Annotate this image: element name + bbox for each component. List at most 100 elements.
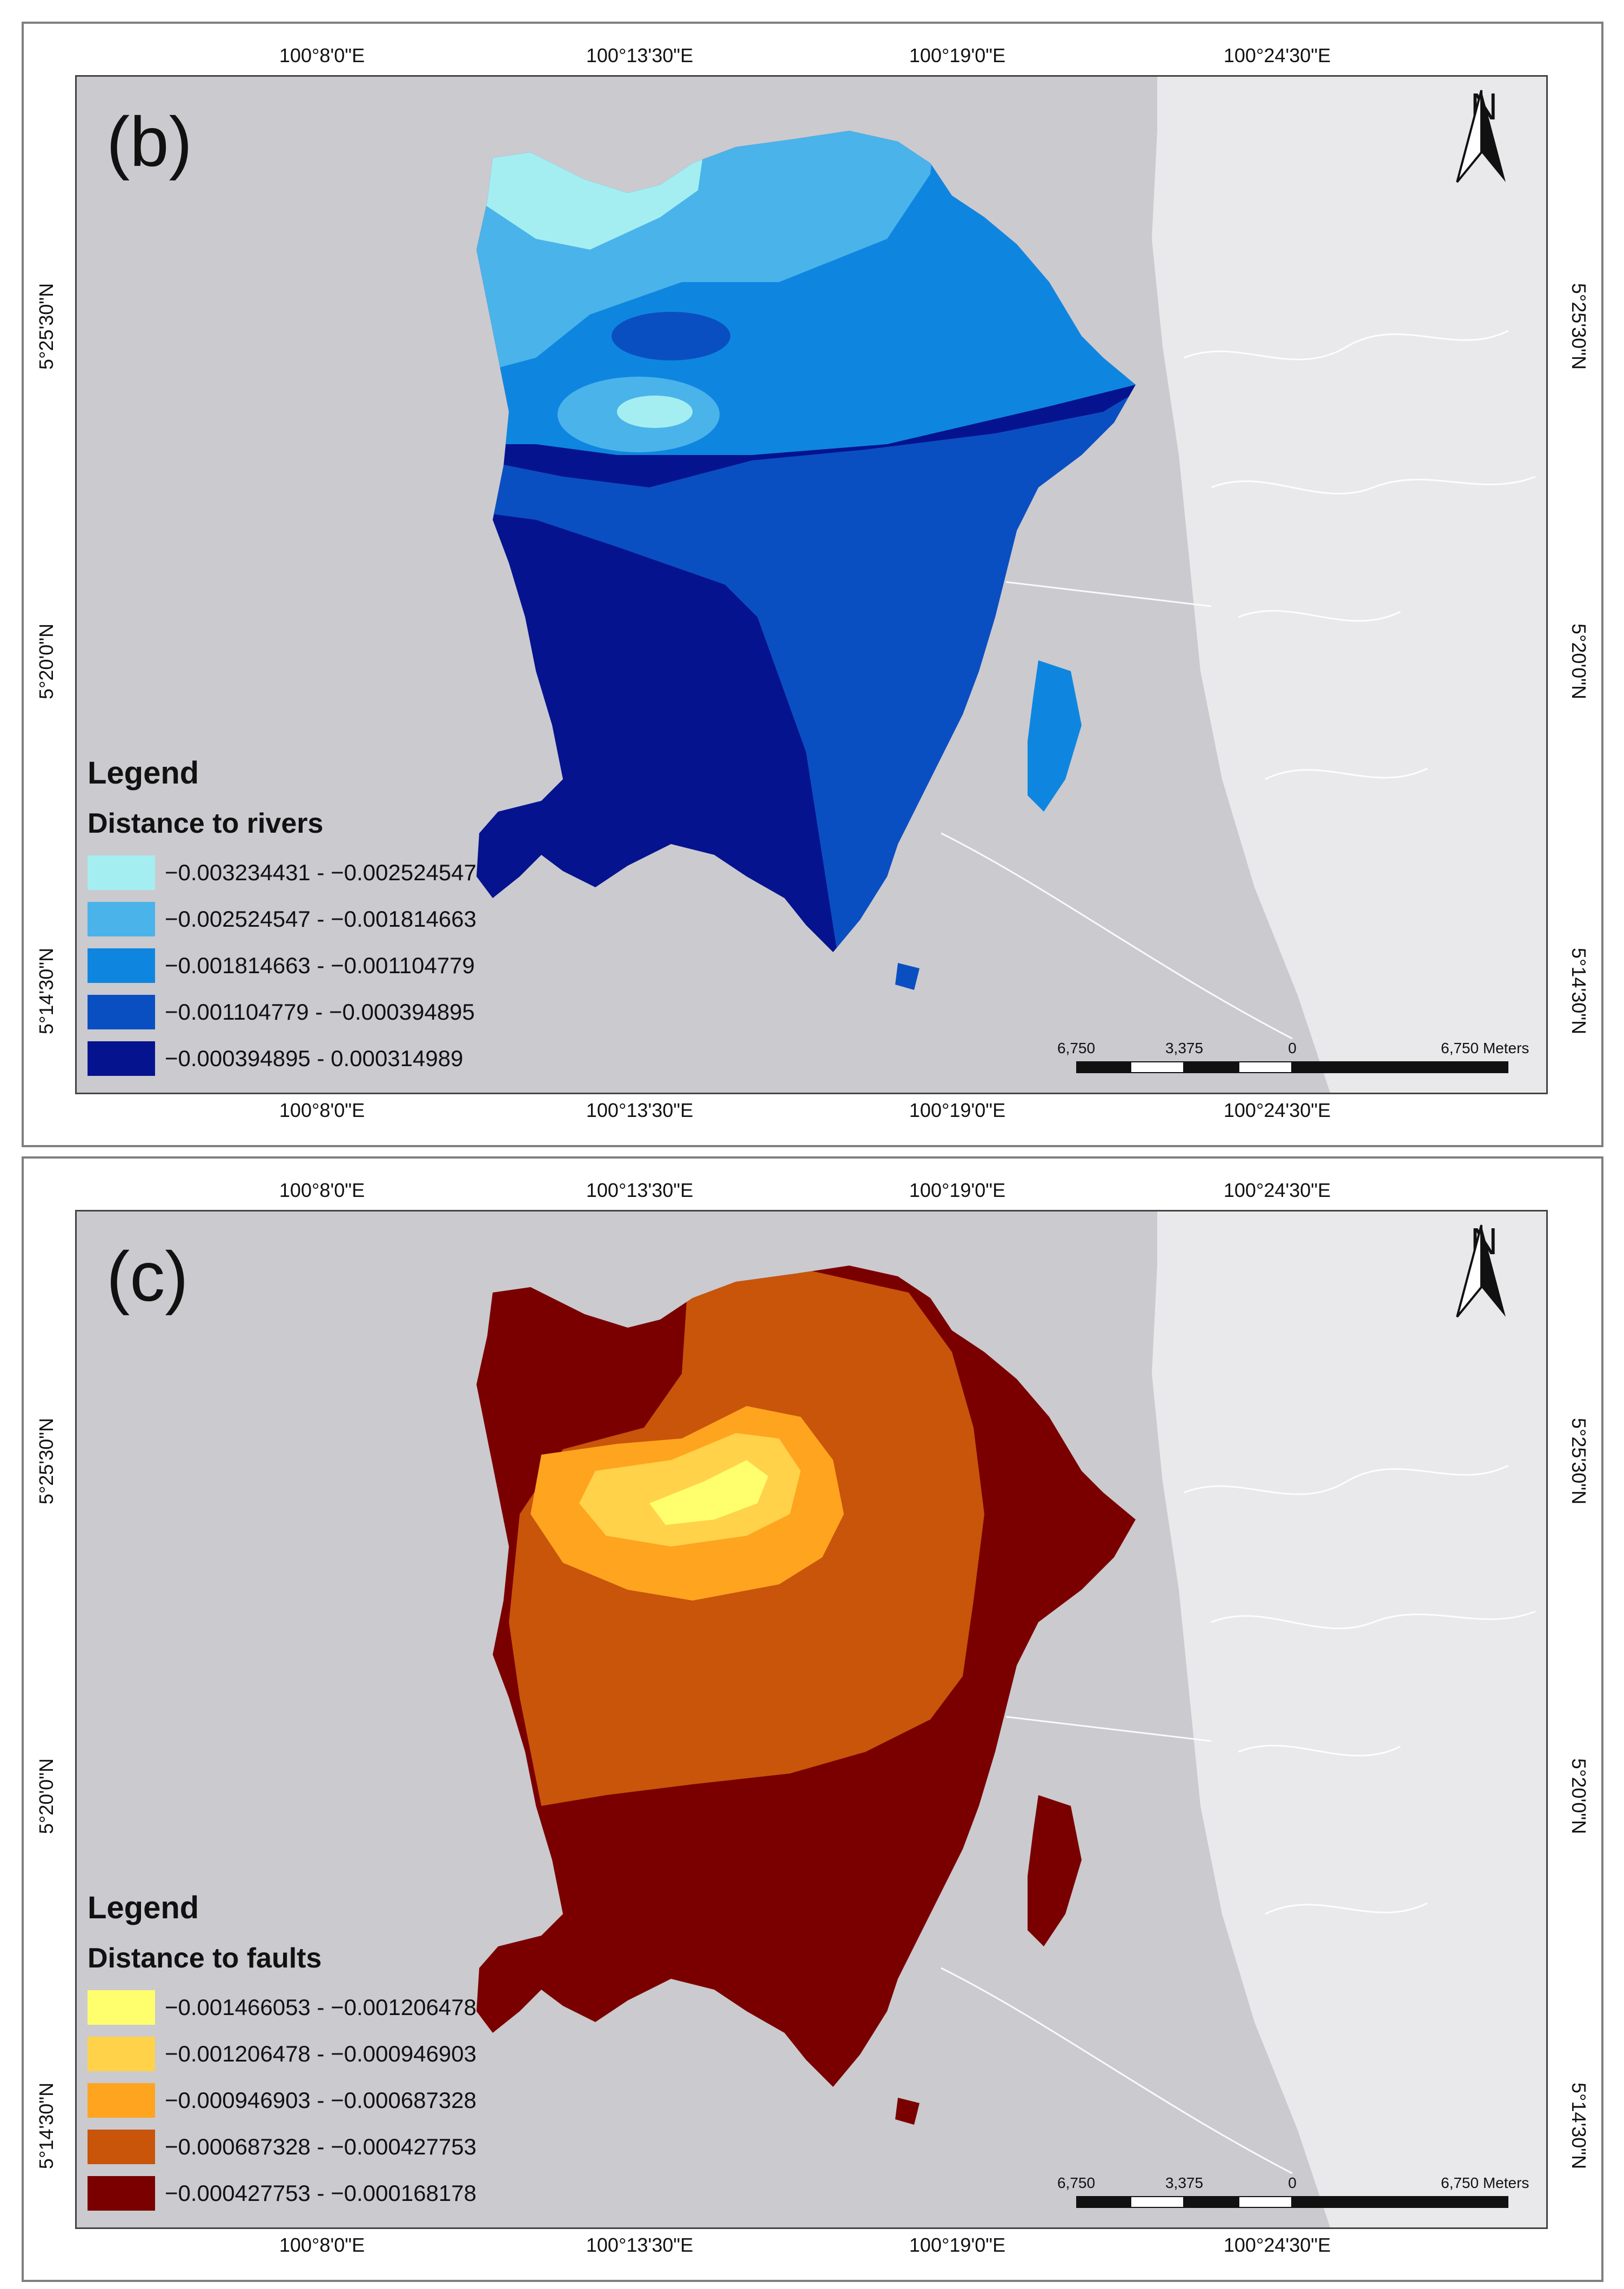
legend-swatch bbox=[88, 855, 155, 890]
rivers-islet-south bbox=[895, 963, 920, 990]
legend-label: −0.000427753 - −0.000168178 bbox=[165, 2180, 477, 2206]
legend-rivers: Legend Distance to rivers −0.003234431 -… bbox=[88, 755, 477, 1082]
legend-label: −0.002524547 - −0.001814663 bbox=[165, 906, 477, 932]
legend-subtitle: Distance to rivers bbox=[88, 808, 324, 839]
north-arrow-icon bbox=[1456, 90, 1506, 183]
legend-label: −0.001814663 - −0.001104779 bbox=[165, 953, 475, 978]
legend-label: −0.000946903 - −0.000687328 bbox=[165, 2087, 477, 2113]
legend-swatch bbox=[88, 948, 155, 983]
right-lat-label-3: 5°14'30"N bbox=[1568, 2082, 1590, 2170]
rivers-islet-east bbox=[1028, 660, 1082, 812]
panel-label-b: (b) bbox=[106, 102, 192, 181]
scale-segment bbox=[1076, 2196, 1130, 2208]
scale-segment bbox=[1238, 1061, 1292, 1073]
legend-swatch bbox=[88, 902, 155, 936]
left-lat-label-2: 5°20'0"N bbox=[35, 1758, 57, 1835]
scale-segment bbox=[1292, 2196, 1508, 2208]
map-panel-c: 100°8'0"E 100°13'30"E 100°19'0"E 100°24'… bbox=[22, 1156, 1603, 2282]
bottom-lon-label-4: 100°24'30"E bbox=[1223, 1099, 1331, 1121]
legend-row: −0.000394895 - 0.000314989 bbox=[88, 1035, 477, 1082]
top-lon-label-1: 100°8'0"E bbox=[279, 44, 365, 66]
north-arrow: N bbox=[1454, 1222, 1514, 1318]
map-frame-faults: (c) N Legend Distance to faults −0.00146… bbox=[75, 1210, 1548, 2229]
legend-label: −0.001466053 - −0.001206478 bbox=[165, 1994, 477, 2020]
legend-swatch bbox=[88, 2130, 155, 2164]
legend-row: −0.000427753 - −0.000168178 bbox=[88, 2170, 477, 2217]
map-frame-rivers: (b) N Legend Distance to rivers −0.00323… bbox=[75, 75, 1548, 1094]
legend-swatch bbox=[88, 1041, 155, 1076]
legend-row: −0.003234431 - −0.002524547 bbox=[88, 849, 477, 896]
scale-segment bbox=[1238, 2196, 1292, 2208]
scale-tick: 6,750 bbox=[1057, 2174, 1096, 2191]
bottom-lon-label-1: 100°8'0"E bbox=[279, 2234, 365, 2256]
top-lon-label-4: 100°24'30"E bbox=[1223, 44, 1331, 66]
scale-segment bbox=[1130, 2196, 1184, 2208]
legend-label: −0.000394895 - 0.000314989 bbox=[165, 1046, 464, 1071]
right-lat-label-1: 5°25'30"N bbox=[1568, 283, 1590, 370]
panel-label-c: (c) bbox=[106, 1237, 189, 1316]
top-lon-label-1: 100°8'0"E bbox=[279, 1179, 365, 1201]
scale-segment bbox=[1184, 2196, 1238, 2208]
north-arrow: N bbox=[1454, 88, 1514, 183]
left-lat-label-2: 5°20'0"N bbox=[35, 623, 57, 700]
scale-segment bbox=[1076, 1061, 1130, 1073]
scale-tick: 3,375 bbox=[1165, 1040, 1204, 1056]
right-lat-label-3: 5°14'30"N bbox=[1568, 947, 1590, 1035]
legend-swatch bbox=[88, 2037, 155, 2071]
legend-label: −0.000687328 - −0.000427753 bbox=[165, 2134, 477, 2159]
bottom-lon-label-3: 100°19'0"E bbox=[909, 2234, 1006, 2256]
bottom-lon-label-1: 100°8'0"E bbox=[279, 1099, 365, 1121]
legend-title: Legend bbox=[88, 755, 199, 791]
legend-row: −0.000946903 - −0.000687328 bbox=[88, 2077, 477, 2124]
scale-tick: 6,750 Meters bbox=[1441, 2174, 1529, 2191]
top-lon-label-3: 100°19'0"E bbox=[909, 44, 1006, 66]
rivers-map-svg bbox=[77, 77, 1546, 1093]
right-lat-label-1: 5°25'30"N bbox=[1568, 1417, 1590, 1505]
legend-subtitle: Distance to faults bbox=[88, 1943, 322, 1974]
legend-row: −0.000687328 - −0.000427753 bbox=[88, 2124, 477, 2170]
bottom-lon-label-2: 100°13'30"E bbox=[586, 1099, 694, 1121]
scale-tick: 0 bbox=[1288, 2174, 1297, 2191]
right-lat-label-2: 5°20'0"N bbox=[1568, 1758, 1590, 1835]
legend-faults: Legend Distance to faults −0.001466053 -… bbox=[88, 1890, 477, 2217]
scale-bar: 6,750 3,375 0 6,750 Meters bbox=[1038, 2174, 1529, 2218]
legend-swatch bbox=[88, 1990, 155, 2025]
right-lat-label-2: 5°20'0"N bbox=[1568, 623, 1590, 700]
rivers-zone-4 bbox=[477, 379, 1136, 952]
legend-row: −0.001814663 - −0.001104779 bbox=[88, 942, 477, 989]
left-lat-label-1: 5°25'30"N bbox=[35, 283, 57, 370]
scale-bar: 6,750 3,375 0 6,750 Meters bbox=[1038, 1040, 1529, 1083]
legend-swatch bbox=[88, 995, 155, 1029]
mainland-area bbox=[1152, 77, 1546, 1093]
legend-label: −0.003234431 - −0.002524547 bbox=[165, 860, 477, 885]
faults-islet-east bbox=[1028, 1795, 1082, 1946]
bottom-lon-label-2: 100°13'30"E bbox=[586, 2234, 694, 2256]
legend-label: −0.001206478 - −0.000946903 bbox=[165, 2041, 477, 2066]
legend-row: −0.002524547 - −0.001814663 bbox=[88, 896, 477, 942]
rivers-dark-patch bbox=[612, 312, 730, 360]
legend-label: −0.001104779 - −0.000394895 bbox=[165, 999, 475, 1025]
mainland-roads bbox=[941, 330, 1536, 1040]
legend-row: −0.001466053 - −0.001206478 bbox=[88, 1984, 477, 2031]
faults-islet-south bbox=[895, 2098, 920, 2125]
legend-row: −0.001104779 - −0.000394895 bbox=[88, 989, 477, 1035]
left-lat-label-1: 5°25'30"N bbox=[35, 1417, 57, 1505]
mainland-area bbox=[1152, 1212, 1546, 2227]
faults-map-svg bbox=[77, 1212, 1546, 2227]
scale-tick: 6,750 bbox=[1057, 1040, 1096, 1056]
rivers-inner-core bbox=[617, 396, 693, 428]
scale-tick: 0 bbox=[1288, 1040, 1297, 1056]
top-lon-label-2: 100°13'30"E bbox=[586, 44, 694, 66]
left-lat-label-3: 5°14'30"N bbox=[35, 2082, 57, 2170]
top-lon-label-3: 100°19'0"E bbox=[909, 1179, 1006, 1201]
legend-row: −0.001206478 - −0.000946903 bbox=[88, 2031, 477, 2077]
scale-tick: 6,750 Meters bbox=[1441, 1040, 1529, 1056]
scale-segment bbox=[1184, 1061, 1238, 1073]
north-arrow-icon bbox=[1456, 1224, 1506, 1318]
top-lon-label-2: 100°13'30"E bbox=[586, 1179, 694, 1201]
map-panel-b: 100°8'0"E 100°13'30"E 100°19'0"E 100°24'… bbox=[22, 22, 1603, 1147]
top-lon-label-4: 100°24'30"E bbox=[1223, 1179, 1331, 1201]
left-lat-label-3: 5°14'30"N bbox=[35, 947, 57, 1035]
legend-swatch bbox=[88, 2176, 155, 2211]
bottom-lon-label-3: 100°19'0"E bbox=[909, 1099, 1006, 1121]
